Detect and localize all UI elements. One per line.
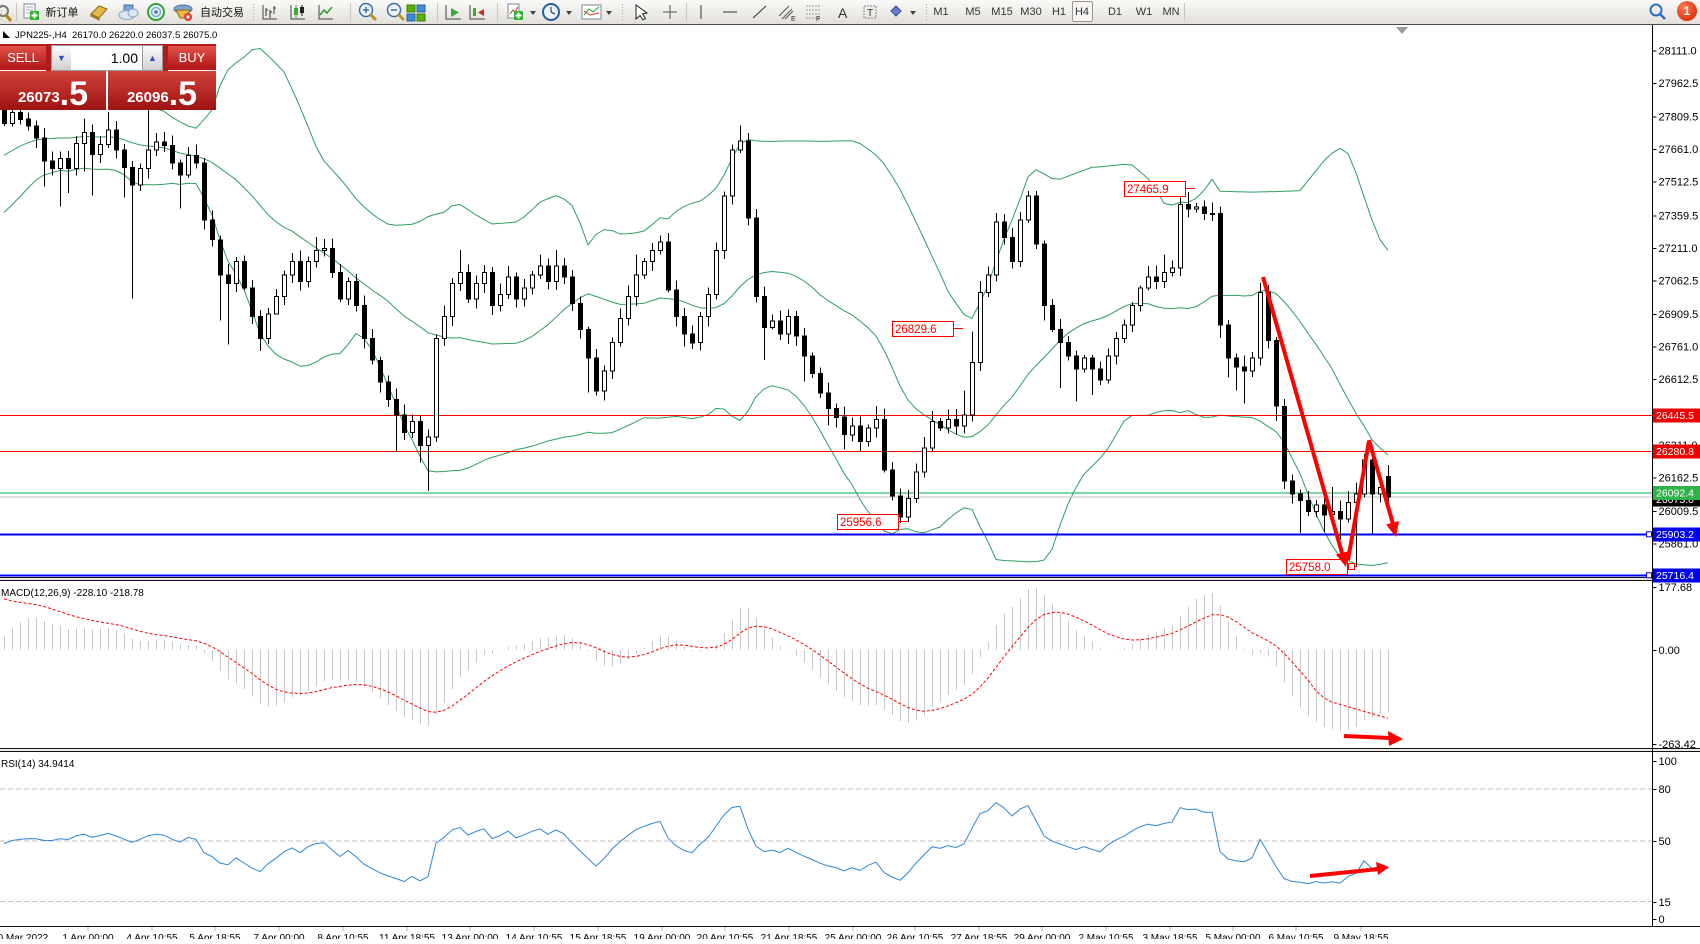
svg-text:RSI(14) 34.9414: RSI(14) 34.9414 (1, 759, 75, 770)
svg-text:26829.6: 26829.6 (895, 324, 937, 336)
svg-text:25 Apr 00:00: 25 Apr 00:00 (825, 933, 882, 939)
svg-text:0: 0 (1659, 914, 1665, 926)
svg-text:27661.0: 27661.0 (1659, 144, 1699, 156)
svg-text:25758.0: 25758.0 (1289, 562, 1331, 574)
svg-text:26162.5: 26162.5 (1659, 473, 1699, 485)
svg-text:29 Apr 00:00: 29 Apr 00:00 (1014, 933, 1071, 939)
svg-text:27062.5: 27062.5 (1659, 275, 1699, 287)
svg-text:JPN225-,H4 26170.0 26220.0 26: JPN225-,H4 26170.0 26220.0 26037.5 26075… (15, 30, 217, 41)
svg-text:25716.4: 25716.4 (1656, 570, 1694, 582)
svg-text:2 May 10:55: 2 May 10:55 (1078, 933, 1133, 939)
svg-text:7 Apr 00:00: 7 Apr 00:00 (253, 933, 305, 939)
svg-text:28111.0: 28111.0 (1659, 46, 1697, 58)
svg-text:19 Apr 00:00: 19 Apr 00:00 (634, 933, 691, 939)
svg-text:25903.2: 25903.2 (1656, 529, 1694, 541)
svg-text:26092.4: 26092.4 (1656, 487, 1694, 499)
svg-text:27359.5: 27359.5 (1659, 210, 1699, 222)
svg-text:100: 100 (1659, 756, 1677, 768)
svg-text:T: T (867, 8, 873, 19)
svg-text:80: 80 (1659, 784, 1671, 796)
svg-text:E: E (791, 16, 796, 23)
svg-text:25861.0: 25861.0 (1659, 539, 1699, 551)
svg-text:27 Apr 18:55: 27 Apr 18:55 (951, 933, 1008, 939)
svg-text:MACD(12,26,9) -228.10 -218.78: MACD(12,26,9) -228.10 -218.78 (1, 588, 144, 599)
svg-text:-263.42: -263.42 (1659, 739, 1696, 751)
svg-text:20 Apr 10:55: 20 Apr 10:55 (697, 933, 754, 939)
svg-text:11 Apr 18:55: 11 Apr 18:55 (379, 933, 435, 939)
svg-text:50: 50 (1659, 836, 1671, 848)
svg-text:26612.5: 26612.5 (1659, 374, 1699, 386)
svg-text:3 May 18:55: 3 May 18:55 (1142, 933, 1197, 939)
svg-text:4 Apr 10:55: 4 Apr 10:55 (126, 933, 178, 939)
svg-text:27809.5: 27809.5 (1659, 112, 1699, 124)
svg-text:27211.0: 27211.0 (1659, 243, 1698, 255)
svg-text:30 Mar 2022: 30 Mar 2022 (0, 933, 49, 939)
svg-text:13 Apr 00:00: 13 Apr 00:00 (442, 933, 499, 939)
svg-text:8 Apr 10:55: 8 Apr 10:55 (317, 933, 369, 939)
svg-text:6 May 10:55: 6 May 10:55 (1268, 933, 1323, 939)
svg-text:25956.6: 25956.6 (840, 517, 882, 529)
svg-text:177.68: 177.68 (1659, 582, 1693, 594)
svg-text:27465.9: 27465.9 (1127, 184, 1169, 196)
svg-text:27962.5: 27962.5 (1659, 78, 1699, 90)
svg-text:21 Apr 18:55: 21 Apr 18:55 (761, 933, 818, 939)
svg-text:15: 15 (1659, 897, 1671, 909)
svg-text:26761.0: 26761.0 (1659, 341, 1699, 353)
svg-text:26445.5: 26445.5 (1656, 410, 1694, 422)
svg-text:26909.5: 26909.5 (1659, 309, 1699, 321)
svg-text:9 May 18:55: 9 May 18:55 (1333, 933, 1388, 939)
svg-text:26 Apr 10:55: 26 Apr 10:55 (887, 933, 944, 939)
svg-text:14 Apr 10:55: 14 Apr 10:55 (506, 933, 563, 939)
svg-text:27512.5: 27512.5 (1659, 177, 1699, 189)
svg-text:15 Apr 18:55: 15 Apr 18:55 (570, 933, 627, 939)
svg-text:5 May 00:00: 5 May 00:00 (1205, 933, 1260, 939)
svg-text:0.00: 0.00 (1659, 645, 1680, 657)
svg-text:26009.5: 26009.5 (1659, 506, 1699, 518)
svg-text:1 Apr 00:00: 1 Apr 00:00 (62, 933, 114, 939)
svg-text:5 Apr 18:55: 5 Apr 18:55 (189, 933, 241, 939)
svg-text:A: A (838, 5, 848, 21)
svg-text:26280.8: 26280.8 (1656, 446, 1694, 458)
svg-text:F: F (816, 16, 820, 23)
